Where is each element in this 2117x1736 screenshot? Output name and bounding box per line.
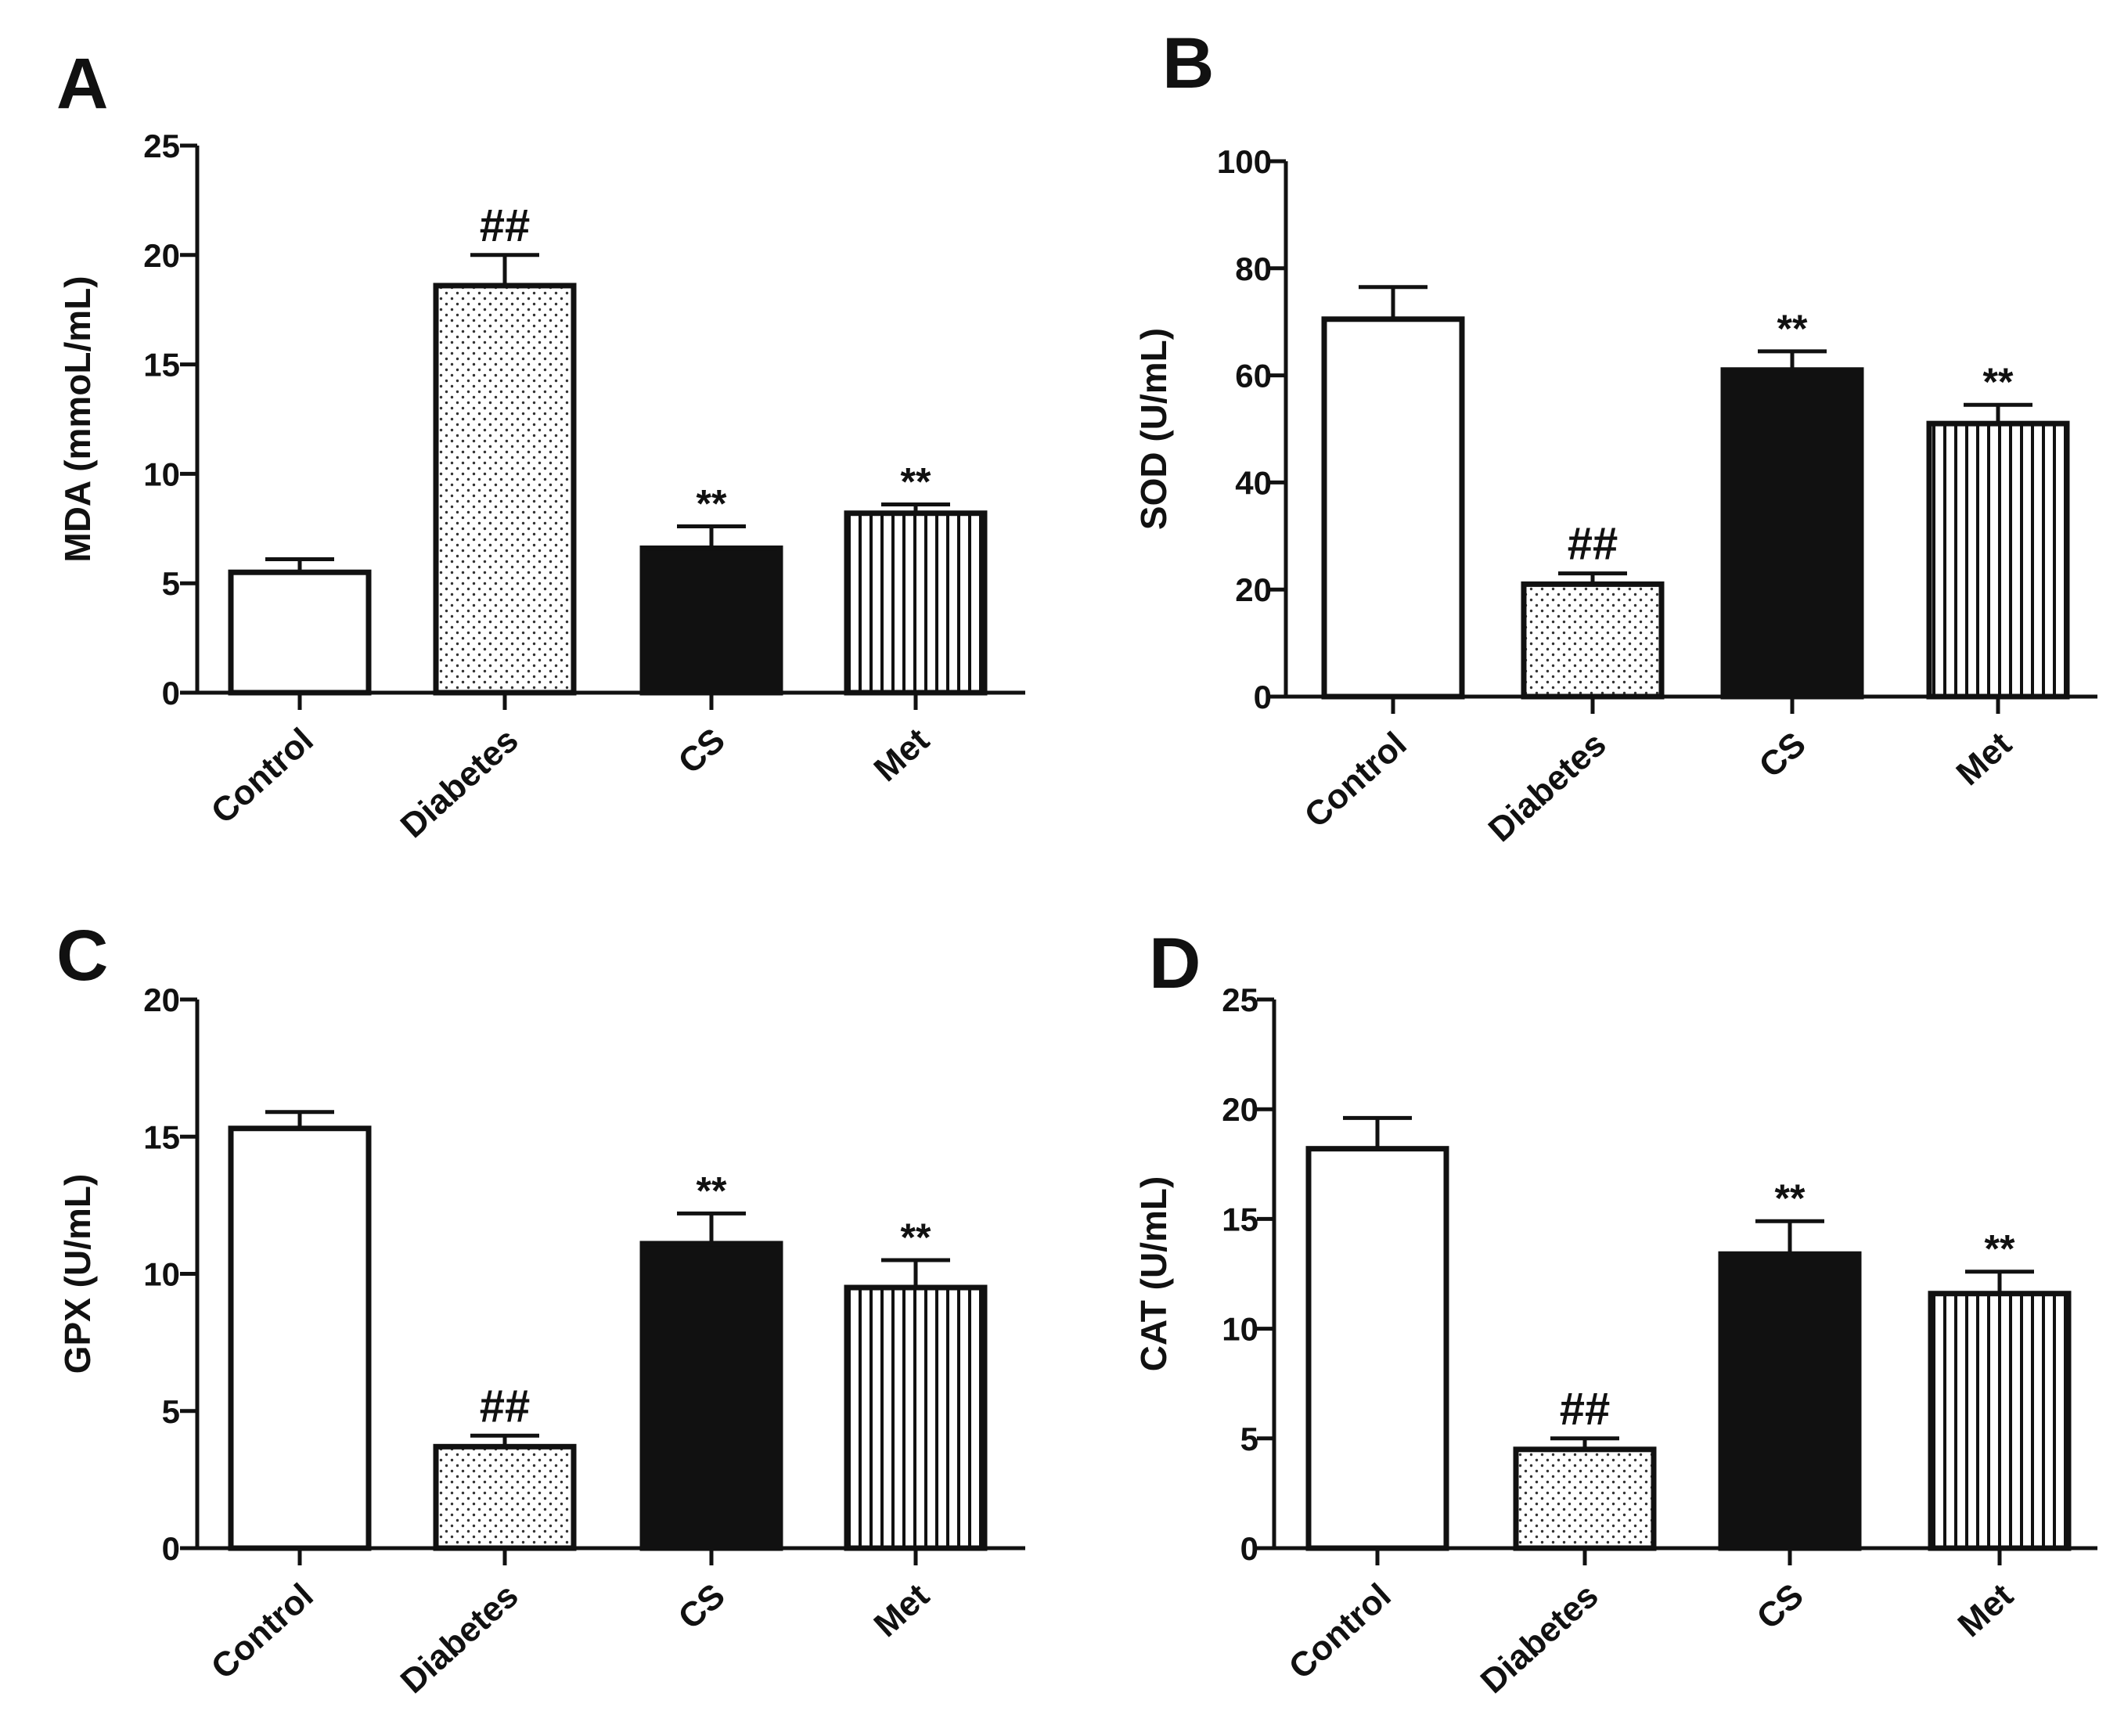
y-axis-title: GPX (U/mL) — [57, 1174, 98, 1374]
bar-control — [1305, 1146, 1449, 1551]
y-tick-label: 0 — [162, 675, 180, 711]
bar-control — [1321, 316, 1465, 700]
bar-diabetes — [1513, 1446, 1657, 1551]
bar-cs — [1718, 1251, 1862, 1551]
y-tick-label: 100 — [1217, 143, 1272, 180]
significance-label: ** — [697, 1169, 727, 1212]
bar-met — [1926, 420, 2070, 700]
y-tick-label: 15 — [143, 347, 180, 384]
y-tick-label: 60 — [1235, 358, 1272, 394]
bar-met — [1928, 1291, 2072, 1551]
panel-d: D 0 5 10 15 20 25 CAT (U/mL) Control ## Diabetes **… — [1133, 924, 2097, 1701]
y-axis-title: CAT (U/mL) — [1133, 1176, 1174, 1372]
category-label: Control — [204, 1576, 321, 1687]
significance-label: ** — [1985, 1227, 2015, 1271]
significance-label: ## — [480, 1381, 531, 1432]
y-tick-label: 10 — [143, 1256, 180, 1293]
y-tick-label: 40 — [1235, 464, 1272, 501]
significance-label: ## — [480, 200, 531, 251]
significance-label: ** — [1777, 307, 1808, 351]
bar-control — [228, 569, 372, 696]
panel-b: B 0 20 40 60 80 100 SOD (U/mL) Control ## Diabetes… — [1133, 23, 2097, 849]
bar-cs — [639, 545, 783, 696]
panel-letter: B — [1162, 23, 1214, 103]
bar-met — [844, 510, 988, 696]
category-label: Control — [204, 721, 321, 831]
bar-diabetes — [1521, 581, 1665, 700]
y-axis-title: MDA (mmoL/mL) — [57, 276, 98, 562]
significance-label: ## — [1560, 1384, 1611, 1435]
panel-c: C 0 5 10 15 20 GPX (U/mL) Control ## Diabetes ** CS… — [56, 916, 1025, 1701]
significance-label: ** — [697, 482, 727, 526]
significance-label: ** — [1983, 360, 2014, 404]
category-label: Diabetes — [394, 721, 526, 845]
bar-cs — [639, 1241, 783, 1551]
panel-letter: A — [56, 44, 108, 124]
y-tick-label: 0 — [1254, 679, 1272, 715]
panel-letter: C — [56, 916, 108, 996]
category-label: Met — [867, 721, 937, 789]
category-label: CS — [1749, 1576, 1810, 1637]
y-tick-label: 5 — [162, 1393, 180, 1430]
category-label: Met — [1950, 725, 2019, 793]
y-tick-label: 0 — [1240, 1530, 1258, 1567]
y-tick-label: 20 — [1235, 571, 1272, 608]
significance-label: ** — [901, 460, 931, 504]
category-label: CS — [1752, 725, 1813, 785]
y-tick-label: 25 — [1222, 981, 1258, 1018]
y-tick-label: 15 — [143, 1118, 180, 1155]
panel-letter: D — [1149, 924, 1201, 1003]
y-tick-label: 5 — [1240, 1421, 1258, 1457]
category-label: Met — [1951, 1576, 2021, 1644]
category-label: Control — [1282, 1576, 1399, 1687]
bar-diabetes — [433, 283, 577, 696]
y-axis-title: SOD (U/mL) — [1133, 328, 1174, 530]
bar-met — [844, 1284, 988, 1551]
category-label: CS — [671, 721, 732, 781]
y-tick-label: 15 — [1222, 1201, 1258, 1237]
y-tick-label: 10 — [1222, 1311, 1258, 1348]
y-tick-label: 10 — [143, 456, 180, 492]
bar-diabetes — [433, 1443, 577, 1551]
bar-control — [228, 1126, 372, 1551]
category-label: Diabetes — [1474, 1576, 1606, 1701]
category-label: Met — [867, 1576, 937, 1644]
significance-label: ## — [1568, 519, 1618, 570]
y-tick-label: 20 — [143, 981, 180, 1018]
significance-label: ** — [901, 1216, 931, 1259]
y-tick-label: 20 — [143, 237, 180, 274]
y-tick-label: 0 — [162, 1530, 180, 1567]
significance-label: ** — [1775, 1176, 1806, 1220]
category-label: CS — [671, 1576, 732, 1637]
bar-cs — [1720, 367, 1864, 700]
category-label: Control — [1298, 725, 1414, 835]
category-label: Diabetes — [394, 1576, 526, 1701]
y-tick-label: 80 — [1235, 250, 1272, 287]
y-tick-label: 20 — [1222, 1091, 1258, 1128]
category-label: Diabetes — [1482, 725, 1614, 849]
y-tick-label: 5 — [162, 565, 180, 602]
panel-a: A 0 5 10 15 20 25 MDA (mmoL/mL) Control ## Diabete… — [56, 44, 1025, 845]
y-tick-label: 25 — [143, 128, 180, 164]
